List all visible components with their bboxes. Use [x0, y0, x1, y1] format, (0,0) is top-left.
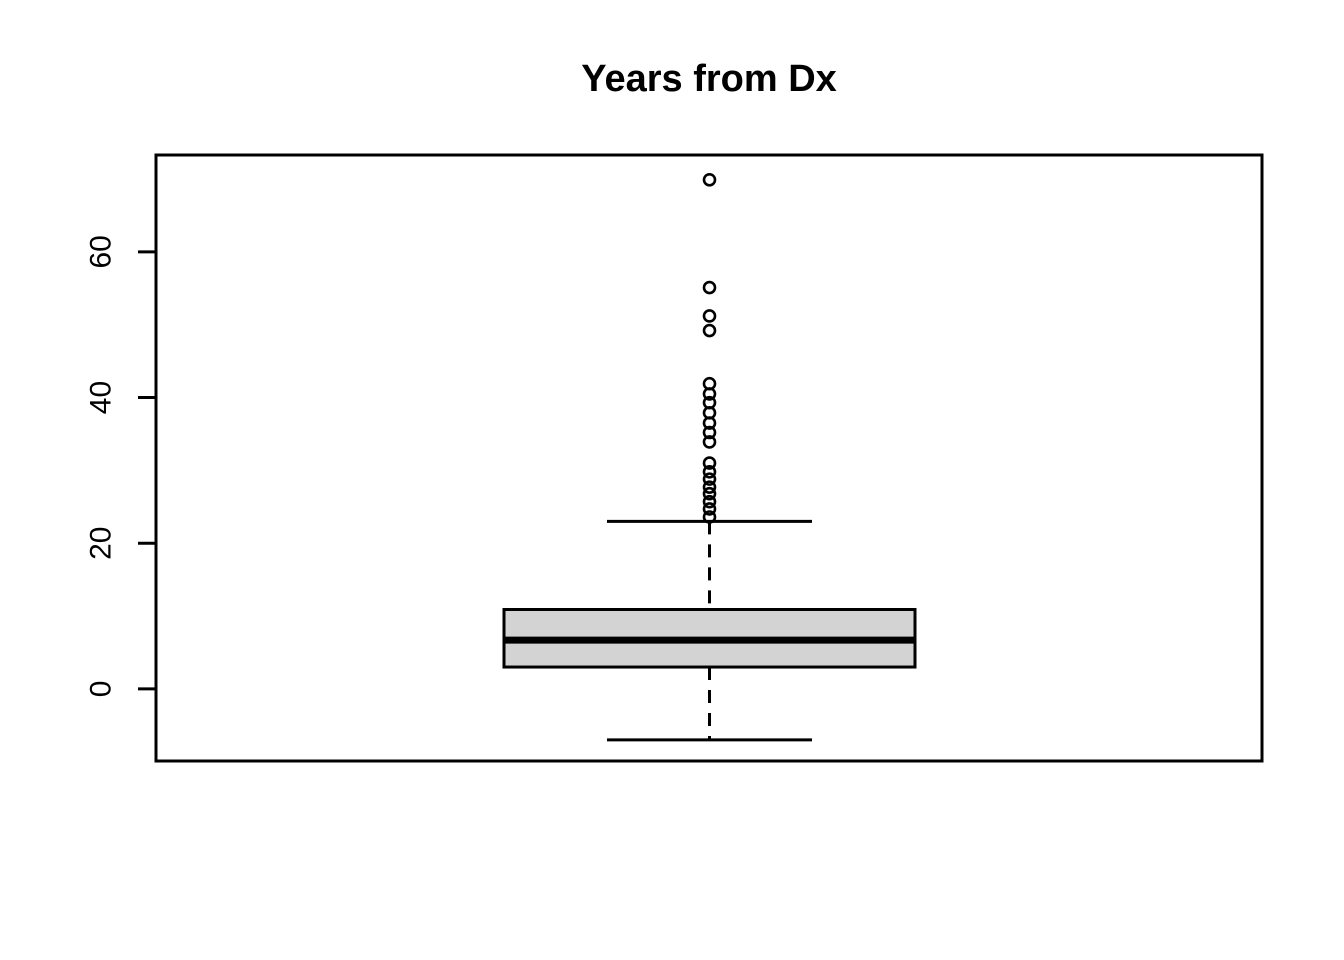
plot-border: [154, 153, 1264, 763]
outlier-point: [702, 456, 717, 470]
outlier-point: [702, 416, 717, 430]
chart-title: Years from Dx: [581, 58, 837, 100]
outlier-point: [702, 465, 717, 479]
outlier-point: [702, 435, 717, 449]
outlier-point: [702, 472, 717, 486]
outlier-point: [702, 494, 717, 509]
outlier-point: [702, 309, 717, 323]
y-tick-label: 40: [85, 381, 118, 414]
outlier-point: [702, 172, 717, 187]
outlier-point: [702, 510, 717, 524]
y-tick-label: 60: [85, 235, 118, 268]
outlier-point: [702, 480, 717, 494]
outlier-point: [702, 502, 717, 516]
outlier-point: [702, 280, 717, 295]
y-tick-label: 0: [85, 681, 118, 698]
y-tick-label: 20: [85, 527, 118, 560]
outlier-point: [702, 425, 717, 440]
outlier-point: [702, 323, 717, 338]
outlier-point: [702, 387, 717, 401]
outlier-point: [702, 486, 717, 501]
